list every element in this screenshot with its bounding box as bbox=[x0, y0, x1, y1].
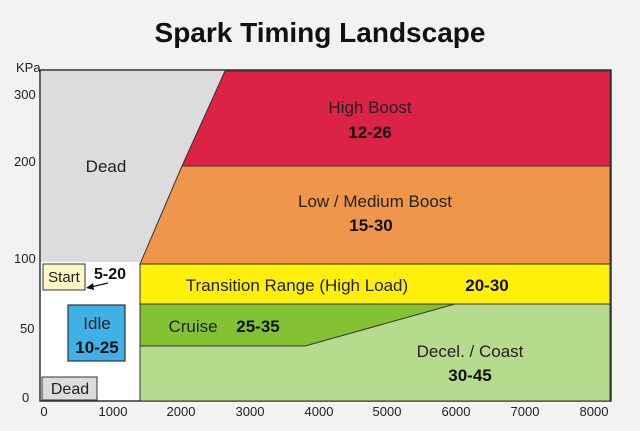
y-axis-unit: KPa bbox=[16, 60, 41, 75]
dead-bottom-label: Dead bbox=[51, 381, 89, 398]
x-tick-8000: 8000 bbox=[580, 404, 609, 419]
start-value: 5-20 bbox=[94, 266, 126, 283]
y-tick-50: 50 bbox=[20, 321, 34, 336]
x-tick-1000: 1000 bbox=[99, 404, 128, 419]
high-boost-value: 12-26 bbox=[348, 123, 391, 142]
x-tick-6000: 6000 bbox=[442, 404, 471, 419]
x-tick-0: 0 bbox=[40, 404, 47, 419]
x-tick-4000: 4000 bbox=[305, 404, 334, 419]
x-tick-2000: 2000 bbox=[167, 404, 196, 419]
cruise-label: Cruise bbox=[168, 317, 217, 336]
decel-label: Decel. / Coast bbox=[417, 342, 524, 361]
decel-value: 30-45 bbox=[448, 366, 491, 385]
start-zone bbox=[42, 263, 86, 291]
y-tick-100: 100 bbox=[14, 251, 36, 266]
high-boost-zone bbox=[181, 70, 611, 167]
dead-zone-top bbox=[41, 71, 225, 262]
low-medium-boost-zone bbox=[139, 165, 611, 265]
y-tick-0: 0 bbox=[22, 390, 29, 405]
cruise-zone bbox=[139, 303, 456, 347]
dead-zone-bottom bbox=[41, 376, 98, 401]
y-tick-200: 200 bbox=[14, 154, 36, 169]
y-tick-300: 300 bbox=[14, 87, 36, 102]
x-tick-7000: 7000 bbox=[511, 404, 540, 419]
start-label: Start bbox=[48, 269, 81, 286]
x-tick-5000: 5000 bbox=[373, 404, 402, 419]
chart-title: Spark Timing Landscape bbox=[155, 17, 486, 48]
idle-value: 10-25 bbox=[75, 338, 118, 357]
dead-top-label: Dead bbox=[86, 157, 127, 176]
transition-zone bbox=[139, 263, 611, 305]
low-medium-boost-label: Low / Medium Boost bbox=[298, 192, 452, 211]
transition-label: Transition Range (High Load) bbox=[186, 276, 408, 295]
low-medium-boost-value: 15-30 bbox=[349, 216, 392, 235]
high-boost-label: High Boost bbox=[328, 98, 411, 117]
start-arrow-head bbox=[86, 283, 94, 290]
x-tick-3000: 3000 bbox=[236, 404, 265, 419]
idle-label: Idle bbox=[83, 314, 110, 333]
cruise-value: 25-35 bbox=[236, 317, 279, 336]
start-arrow bbox=[90, 282, 109, 288]
transition-value: 20-30 bbox=[465, 276, 508, 295]
idle-zone bbox=[67, 304, 126, 362]
